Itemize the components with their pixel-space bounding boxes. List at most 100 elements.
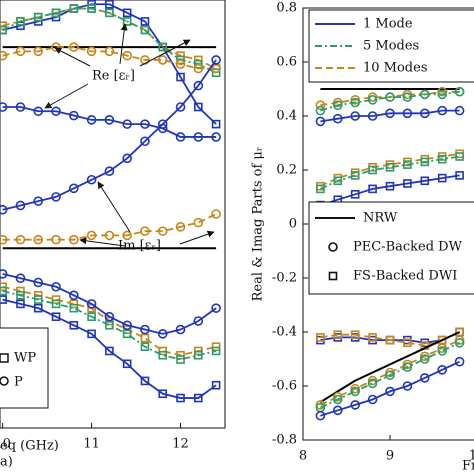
x-tick-label: 9 xyxy=(386,449,394,464)
series-line xyxy=(2,273,217,335)
marker-circle xyxy=(0,50,8,61)
marker-circle xyxy=(419,354,430,364)
marker-circle xyxy=(122,320,132,331)
marker-square xyxy=(385,163,395,172)
marker-square xyxy=(350,190,360,199)
marker-circle xyxy=(385,92,395,102)
marker-circle xyxy=(33,106,44,117)
marker-square xyxy=(33,303,43,313)
y-tick-label: 0.6 xyxy=(276,55,297,70)
marker-square xyxy=(51,299,61,309)
marker-circle xyxy=(0,234,8,245)
x-tick-label: 8 xyxy=(299,449,307,464)
marker-square xyxy=(194,102,203,112)
marker-square xyxy=(316,333,325,342)
marker-circle xyxy=(437,86,448,97)
marker-square xyxy=(0,25,7,35)
marker-square xyxy=(69,320,79,330)
marker-circle xyxy=(157,55,168,65)
marker-circle xyxy=(332,100,343,110)
marker-circle xyxy=(315,100,326,110)
marker-square xyxy=(158,350,168,360)
x-axis-label: Fr xyxy=(462,459,474,474)
marker-square xyxy=(211,346,221,356)
plot-frame xyxy=(0,0,226,429)
marker-square xyxy=(140,25,150,35)
marker-circle xyxy=(437,105,448,116)
series-line xyxy=(320,155,460,190)
legend-label: FS-Backed DWI xyxy=(353,269,457,284)
marker-square xyxy=(455,171,464,180)
legend-label: WP xyxy=(14,351,36,366)
left-legend: WP P xyxy=(0,327,49,409)
marker-circle xyxy=(122,153,132,164)
marker-circle xyxy=(402,108,413,119)
marker-circle xyxy=(193,80,204,91)
marker-circle xyxy=(175,132,186,142)
marker-circle xyxy=(332,394,343,405)
marker-circle xyxy=(454,337,465,348)
marker-square xyxy=(105,346,114,356)
marker-circle xyxy=(175,102,186,112)
marker-circle xyxy=(86,299,97,309)
y-tick-label: 0.8 xyxy=(276,1,297,16)
marker-square xyxy=(16,291,25,300)
marker-square xyxy=(140,342,150,351)
marker-circle xyxy=(69,234,79,245)
marker-circle xyxy=(193,316,204,326)
marker-square xyxy=(87,329,96,339)
marker-circle xyxy=(0,102,8,112)
x-tick-label: 10 xyxy=(0,437,11,452)
marker-circle xyxy=(332,97,343,108)
marker-square xyxy=(16,299,25,309)
annotation-arrows xyxy=(44,23,215,247)
marker-square xyxy=(333,330,343,340)
marker-circle xyxy=(140,136,150,147)
marker-circle xyxy=(419,89,430,100)
marker-square xyxy=(194,350,203,360)
marker-circle xyxy=(454,86,465,97)
marker-circle xyxy=(332,113,343,124)
marker-circle xyxy=(69,42,79,52)
marker-circle xyxy=(33,46,44,57)
marker-circle xyxy=(437,364,448,375)
marker-circle xyxy=(69,290,79,301)
series-line xyxy=(320,90,460,112)
marker-square xyxy=(350,330,360,340)
marker-circle xyxy=(15,200,26,211)
marker-square xyxy=(0,286,7,296)
y-tick-label: 0.4 xyxy=(276,109,297,124)
marker-circle xyxy=(402,362,413,372)
marker-square xyxy=(385,181,395,191)
marker-circle xyxy=(385,370,395,381)
marker-circle xyxy=(122,230,132,241)
marker-square xyxy=(69,4,79,13)
series-line xyxy=(320,341,460,409)
marker-circle xyxy=(140,324,150,335)
marker-circle xyxy=(104,311,115,322)
marker-circle xyxy=(69,110,79,121)
marker-circle xyxy=(350,95,361,105)
marker-square xyxy=(122,359,132,369)
marker-circle xyxy=(193,132,204,142)
legend-label: 10 Modes xyxy=(363,61,428,76)
marker-circle xyxy=(367,394,378,405)
marker-square xyxy=(140,17,150,26)
marker-circle xyxy=(33,277,44,288)
marker-square xyxy=(211,380,221,390)
marker-circle xyxy=(157,119,168,129)
y-tick-label: -0.8 xyxy=(272,433,297,448)
series-line xyxy=(320,174,460,206)
marker-circle xyxy=(86,46,97,57)
marker-square xyxy=(368,333,377,342)
series-line xyxy=(2,290,217,361)
marker-square xyxy=(0,295,7,304)
marker-circle xyxy=(350,383,361,394)
marker-square xyxy=(403,160,412,169)
marker-circle xyxy=(437,89,448,100)
marker-circle xyxy=(86,230,97,241)
marker-square xyxy=(211,119,221,129)
marker-square xyxy=(33,295,43,304)
marker-square xyxy=(176,393,185,403)
